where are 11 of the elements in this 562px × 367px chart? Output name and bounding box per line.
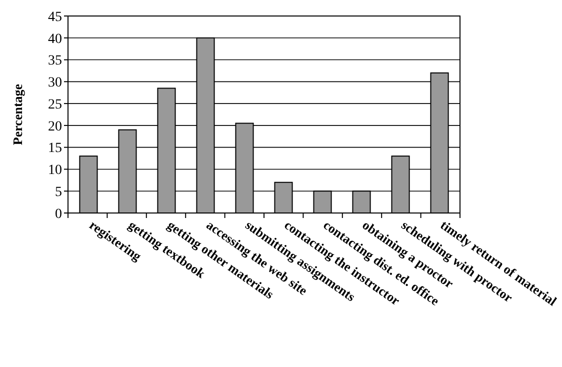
y-tick-label: 35 bbox=[48, 54, 62, 69]
y-tick-label: 10 bbox=[48, 163, 62, 178]
y-tick-label: 25 bbox=[48, 97, 62, 112]
y-tick-label: 5 bbox=[55, 185, 62, 200]
y-tick-label: 20 bbox=[48, 119, 62, 134]
y-tick-label: 45 bbox=[48, 10, 62, 25]
y-tick-label: 30 bbox=[48, 76, 62, 91]
y-tick-label: 0 bbox=[55, 206, 62, 222]
y-tick-label: 40 bbox=[48, 32, 62, 47]
y-tick-label: 15 bbox=[48, 141, 62, 156]
y-axis-title: Percentage bbox=[10, 84, 25, 146]
